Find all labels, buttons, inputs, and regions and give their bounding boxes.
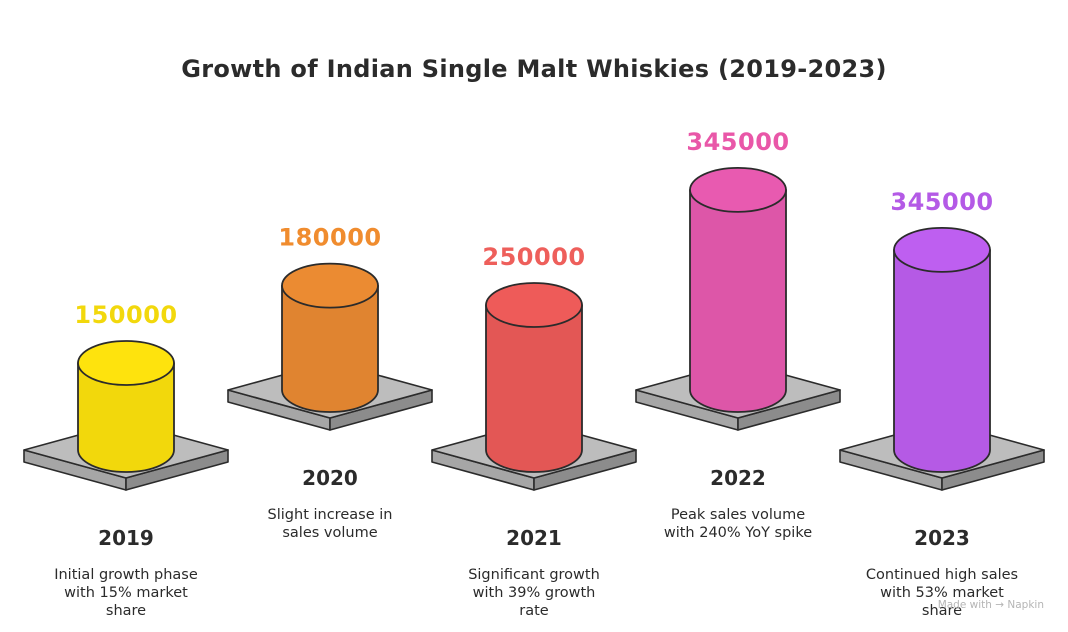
description-line: share (922, 603, 962, 619)
description-line: Peak sales volume (671, 507, 805, 523)
year-label-2022: 2022 (710, 466, 766, 490)
description-line: with 240% YoY spike (664, 525, 812, 541)
bar-top-2019 (77, 340, 175, 386)
description-2020: Slight increase in sales volume (268, 507, 393, 541)
description-line: with 39% growth (473, 585, 596, 601)
watermark: Made with → Napkin (938, 599, 1044, 611)
bar-2019 (77, 362, 175, 473)
description-line: Significant growth (468, 567, 600, 583)
description-line: rate (519, 603, 549, 619)
bar-top-2022 (689, 166, 787, 213)
value-label-2022: 345000 (686, 128, 789, 156)
description-2021: Significant growth with 39% growth rate (468, 567, 600, 619)
bar-2023 (893, 249, 991, 473)
year-label-2023: 2023 (914, 526, 970, 550)
year-label-2021: 2021 (506, 526, 562, 550)
description-line: share (106, 603, 146, 619)
description-line: Continued high sales (866, 567, 1018, 583)
bar-group-2021: 250000 2021 Significant growth with 39% gro… (431, 243, 637, 619)
bar-top-2021 (485, 282, 583, 328)
description-2023: Continued high sales with 53% market share (866, 567, 1018, 619)
bars-layer: 150000 2019 Initial growth phase with 15% m… (23, 128, 1045, 619)
bar-group-2023: 345000 2023 Continued high sales with 53% m… (839, 188, 1045, 619)
bar-2020 (281, 284, 379, 413)
bar-2021 (485, 304, 583, 473)
description-line: Initial growth phase (54, 567, 198, 583)
value-label-2023: 345000 (890, 188, 993, 216)
description-line: Slight increase in (268, 507, 393, 523)
year-label-2019: 2019 (98, 526, 154, 550)
chart-title: Growth of Indian Single Malt Whiskies (2… (181, 55, 887, 83)
bar-2022 (689, 189, 787, 413)
bar-group-2020: 180000 2020 Slight increase in sales volume (227, 224, 433, 541)
value-label-2020: 180000 (278, 224, 381, 252)
bar-group-2019: 150000 2019 Initial growth phase with 15% m… (23, 301, 229, 619)
value-label-2019: 150000 (74, 301, 177, 329)
description-line: sales volume (282, 525, 377, 541)
description-line: with 15% market (64, 585, 188, 601)
value-label-2021: 250000 (482, 243, 585, 271)
year-label-2020: 2020 (302, 466, 358, 490)
description-2022: Peak sales volume with 240% YoY spike (664, 507, 812, 541)
description-line: with 53% market (880, 585, 1004, 601)
bar-group-2022: 345000 2022 Peak sales volume with 240% YoY… (635, 128, 841, 541)
bar-top-2023 (893, 226, 991, 273)
description-2019: Initial growth phase with 15% market share (54, 567, 198, 619)
bar-top-2020 (281, 262, 379, 309)
